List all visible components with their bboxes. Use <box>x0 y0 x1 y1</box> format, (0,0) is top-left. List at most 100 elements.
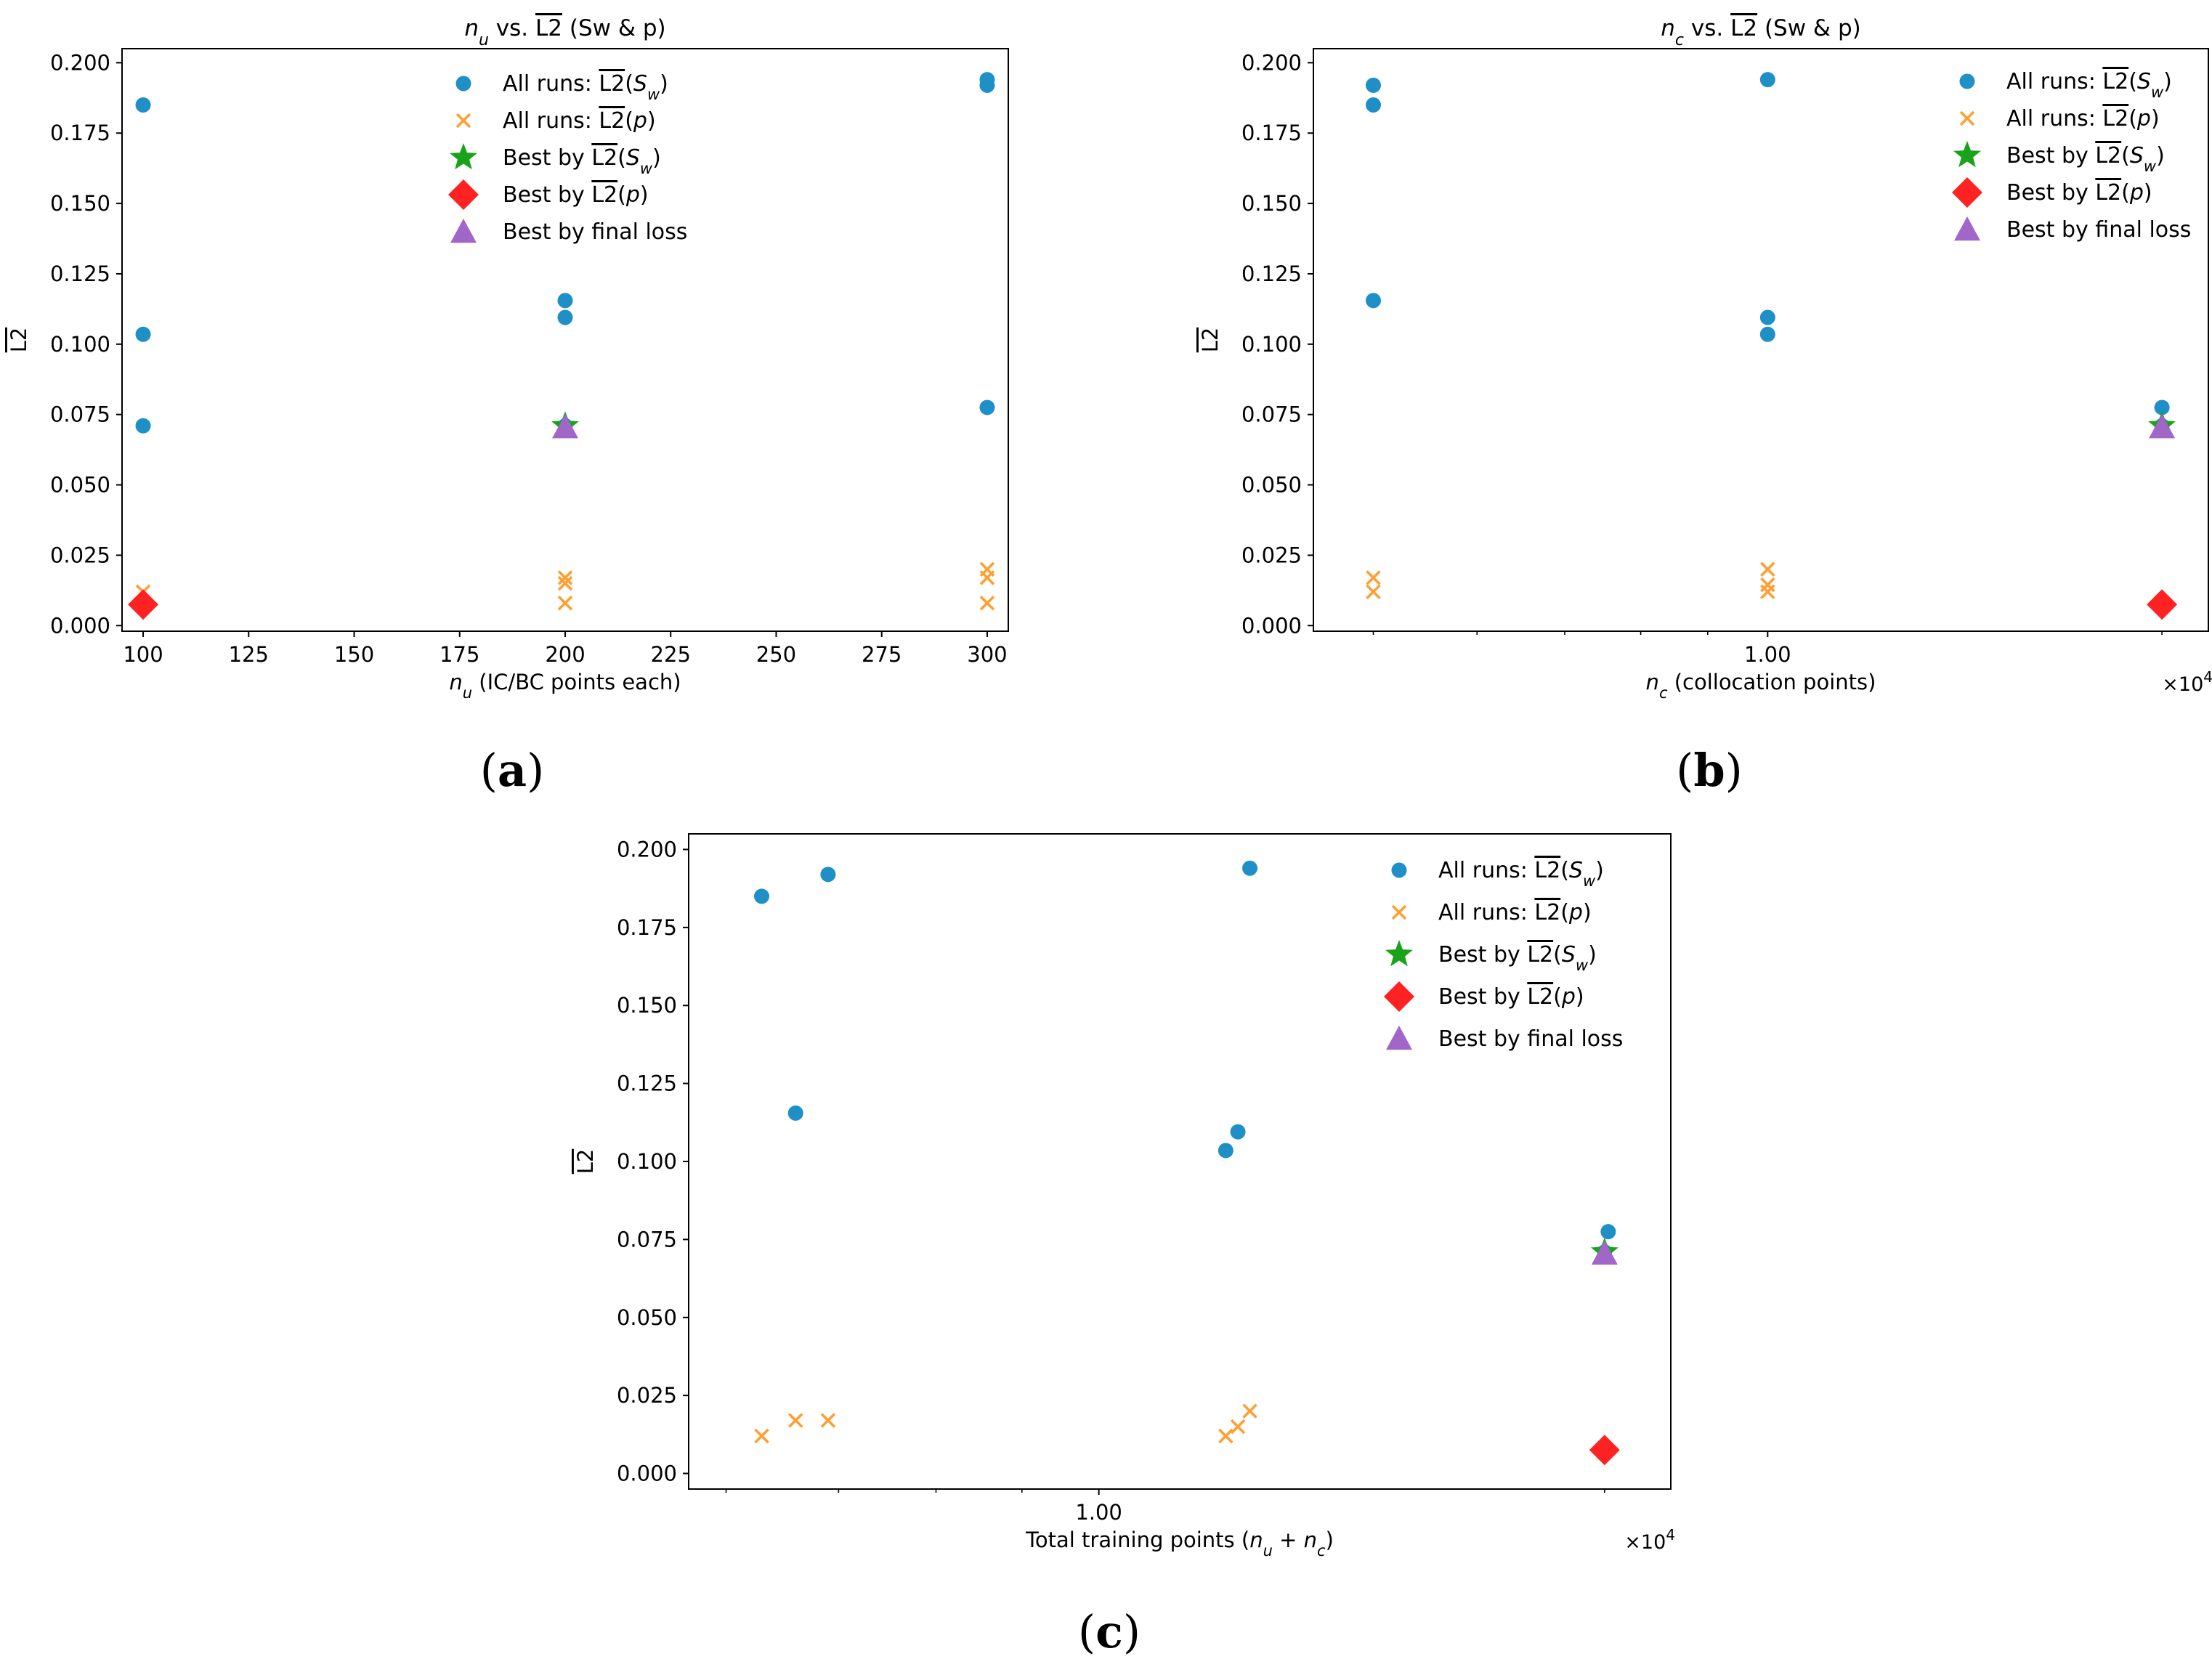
panel-label-c: (c) <box>1078 1605 1141 1658</box>
x-tick-label: 300 <box>967 642 1007 667</box>
x-tick-label: 275 <box>862 642 902 667</box>
plot-frame <box>688 833 1672 1490</box>
y-tick-label: 0.150 <box>617 993 677 1018</box>
legend: All runs: L2(Sw) All runs: L2(p) Best by L… <box>1384 858 1623 1052</box>
point-all-runs-sw <box>135 97 151 113</box>
legend-label-best-loss: Best by final loss <box>2006 217 2191 243</box>
y-tick-label: 0.025 <box>50 543 110 567</box>
x-multiplier: ×104 <box>1624 1526 1675 1554</box>
legend-label-best-loss: Best by final loss <box>1438 1026 1623 1052</box>
legend-marker-best-loss <box>450 219 477 243</box>
point-best-final-loss <box>552 414 578 439</box>
point-all-runs-p <box>1218 1428 1233 1444</box>
x-tick-label: 125 <box>229 642 269 667</box>
legend-marker-all-p <box>1959 110 1975 126</box>
point-all-runs-p <box>1760 561 1775 577</box>
legend-marker-best-p <box>1952 177 1982 208</box>
legend-label-best-p: Best by L2(p) <box>2006 180 2152 206</box>
point-all-runs-sw <box>1218 1143 1233 1159</box>
point-all-runs-sw <box>1366 97 1382 113</box>
legend-label-best-p: Best by L2(p) <box>503 182 649 208</box>
x-tick-label: 1.00 <box>1075 1500 1122 1525</box>
point-all-runs-sw <box>135 326 151 342</box>
x-tick-label: 250 <box>756 642 796 667</box>
chart-panel-a: 0.000 0.025 0.050 0.075 0.100 0.125 0.150 0.175… <box>7 15 1009 702</box>
legend-label-best-sw: Best by L2(Sw) <box>2006 143 2165 175</box>
x-tick-label: 100 <box>123 642 163 667</box>
point-best-p <box>2147 589 2178 620</box>
x-multiplier: ×104 <box>2162 668 2212 696</box>
point-all-runs-p <box>557 575 573 591</box>
chart-panel-c: 0.000 0.025 0.050 0.075 0.100 0.125 0.150 0.175… <box>573 833 1675 1560</box>
point-all-runs-p <box>1242 1403 1257 1419</box>
plot-frame <box>1313 48 2209 632</box>
point-all-runs-p <box>1230 1419 1246 1435</box>
point-all-runs-p <box>787 1413 803 1428</box>
legend-marker-best-sw <box>1385 940 1413 967</box>
legend-label-all-sw: All runs: L2(Sw) <box>2006 69 2172 101</box>
point-all-runs-p <box>1760 584 1775 600</box>
point-all-runs-sw <box>979 400 995 415</box>
x-tick-label: 1.00 <box>1744 642 1791 667</box>
point-best-final-loss <box>2149 414 2176 439</box>
y-tick-label: 0.000 <box>50 613 110 638</box>
point-all-runs-sw <box>1366 293 1382 309</box>
legend-label-best-p: Best by L2(p) <box>1438 984 1584 1010</box>
y-tick-label: 0.025 <box>1241 543 1302 567</box>
y-tick-label: 0.175 <box>50 121 110 145</box>
y-tick-label: 0.075 <box>1241 402 1302 427</box>
point-all-runs-p <box>979 595 995 611</box>
y-tick-label: 0.050 <box>1241 473 1302 498</box>
point-all-runs-p <box>557 570 573 585</box>
point-all-runs-p <box>1366 584 1381 600</box>
legend-label-all-p: All runs: L2(p) <box>2006 106 2160 131</box>
y-axis-label: L2 <box>7 328 31 353</box>
legend-label-best-sw: Best by L2(Sw) <box>1438 942 1597 974</box>
y-tick-label: 0.000 <box>617 1461 677 1486</box>
y-tick-label: 0.150 <box>50 191 110 216</box>
point-all-runs-sw <box>979 77 995 93</box>
y-tick-label: 0.125 <box>50 261 110 286</box>
legend-marker-all-p <box>455 113 471 129</box>
panel-label-b: (b) <box>1676 744 1743 797</box>
point-all-runs-sw <box>135 418 151 434</box>
legend-marker-all-sw <box>1959 73 1975 89</box>
point-best-final-loss <box>1591 1240 1618 1265</box>
legend-label-all-p: All runs: L2(p) <box>503 108 656 134</box>
legend-label-best-sw: Best by L2(Sw) <box>503 145 661 177</box>
y-tick-label: 0.025 <box>617 1383 677 1408</box>
y-tick-label: 0.125 <box>1241 261 1302 286</box>
x-tick-label: 200 <box>545 642 585 667</box>
legend-label-all-p: All runs: L2(p) <box>1438 900 1592 925</box>
legend-label-all-sw: All runs: L2(Sw) <box>503 71 668 103</box>
point-all-runs-p <box>1366 570 1381 585</box>
legend-marker-best-p <box>448 179 479 210</box>
x-tick-label: 175 <box>439 642 479 667</box>
y-tick-label: 0.200 <box>617 837 677 861</box>
point-all-runs-sw <box>1759 326 1775 342</box>
legend-marker-best-p <box>1384 981 1414 1012</box>
x-axis-label: nu (IC/BC points each) <box>449 670 681 702</box>
point-all-runs-sw <box>820 867 836 883</box>
x-axis-label: Total training points (nu + nc) <box>1025 1528 1334 1560</box>
point-best-p <box>1589 1435 1620 1466</box>
point-all-runs-sw <box>787 1105 803 1121</box>
legend-label-best-loss: Best by final loss <box>503 219 687 245</box>
y-tick-label: 0.100 <box>50 332 110 357</box>
y-tick-label: 0.075 <box>50 402 110 427</box>
legend-marker-all-p <box>1391 904 1407 920</box>
point-all-runs-sw <box>1600 1224 1616 1240</box>
x-axis-label: nc (collocation points) <box>1646 670 1876 702</box>
legend-marker-best-sw <box>450 143 477 170</box>
point-all-runs-p <box>820 1413 836 1428</box>
point-all-runs-sw <box>557 293 573 309</box>
chart-title: nu vs. L2 (Sw & p) <box>464 15 665 49</box>
point-all-runs-sw <box>557 309 573 325</box>
legend-label-all-sw: All runs: L2(Sw) <box>1438 858 1604 890</box>
x-tick-label: 225 <box>651 642 691 667</box>
y-tick-label: 0.200 <box>1241 50 1302 75</box>
y-tick-label: 0.100 <box>617 1149 677 1174</box>
legend-marker-best-loss <box>1954 216 1980 241</box>
point-all-runs-sw <box>2154 400 2170 415</box>
